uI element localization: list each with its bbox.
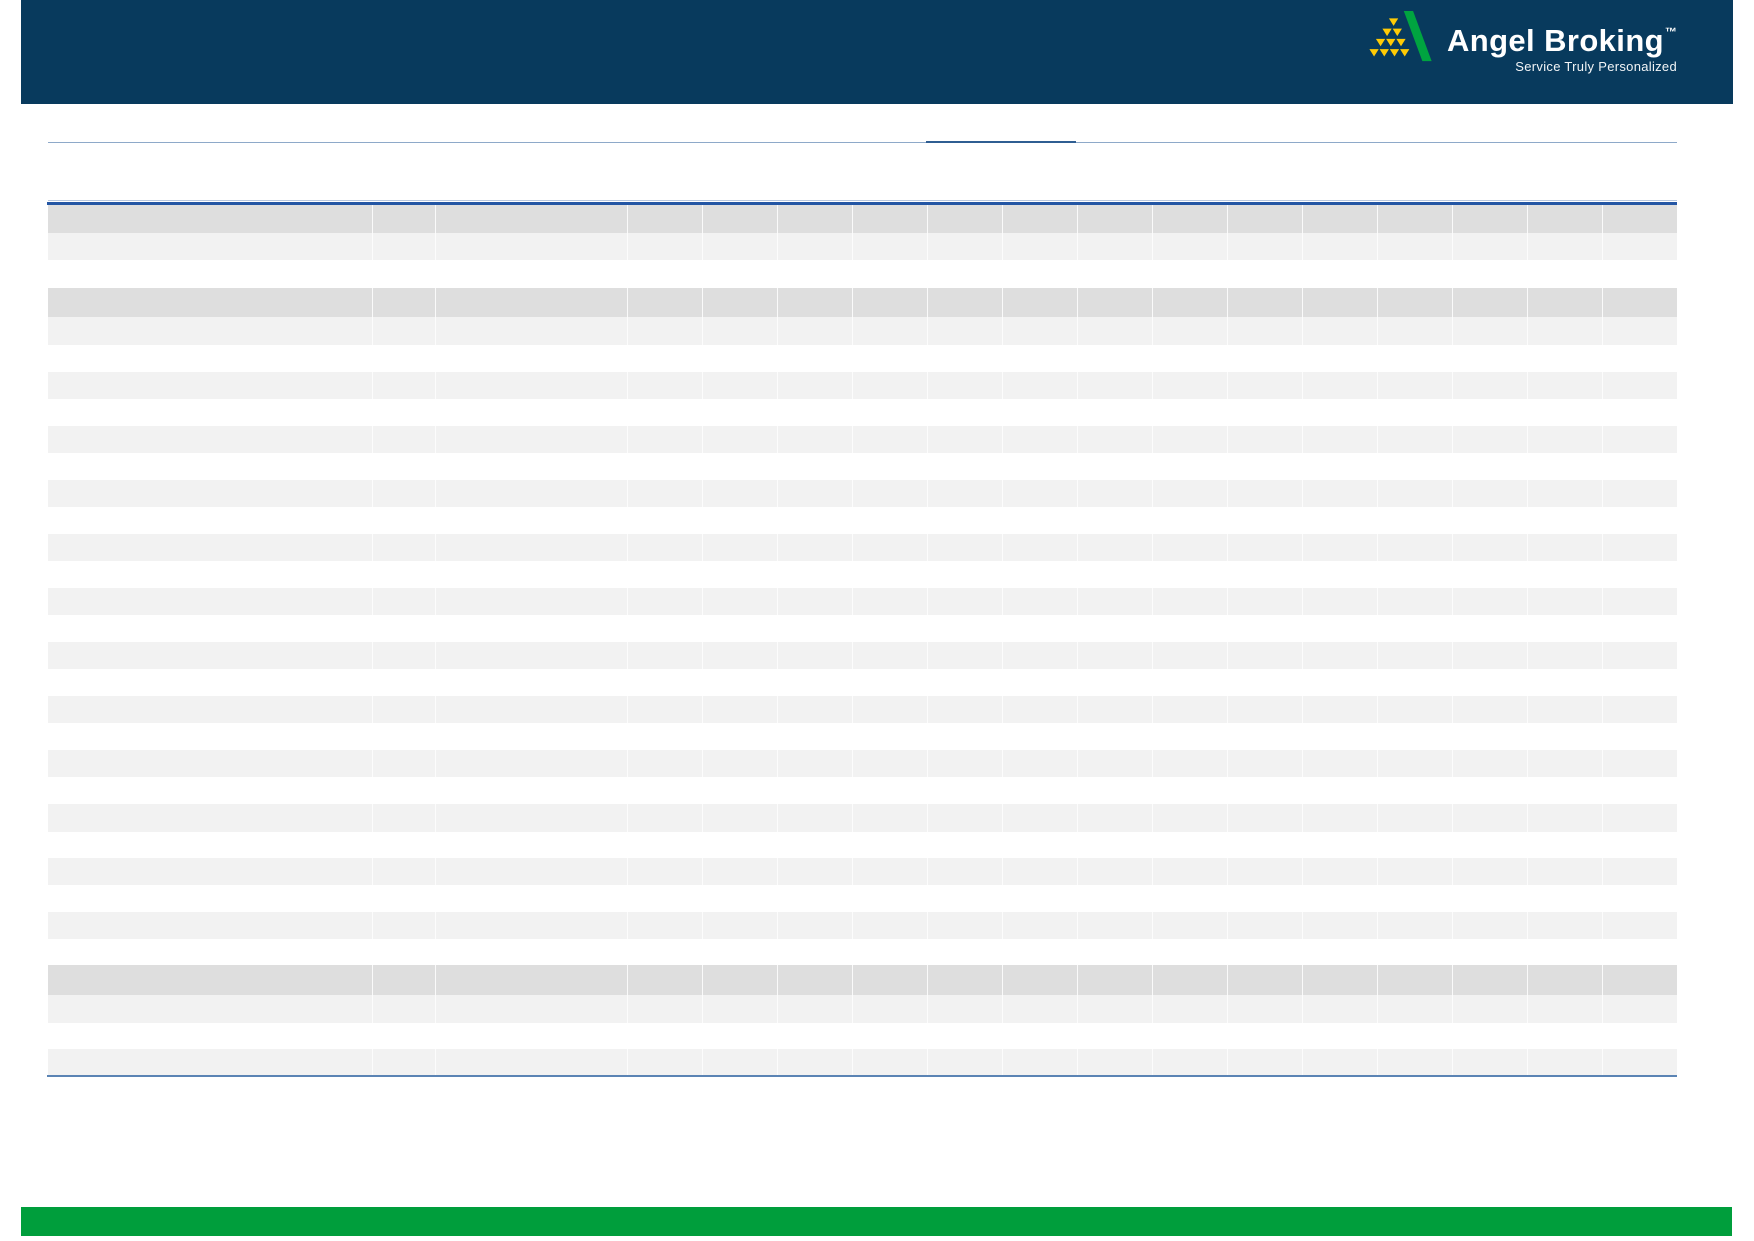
table-row (48, 1049, 1677, 1075)
footer-accent-bar (21, 1207, 1732, 1236)
logo-text: Angel Broking™ Service Truly Personalize… (1447, 25, 1677, 74)
table-bottom-border (47, 1075, 1677, 1077)
table-header-row (48, 205, 1677, 233)
table-row (48, 804, 1677, 832)
table-top-border (47, 202, 1677, 205)
table-row (48, 372, 1677, 399)
table-header-row (48, 965, 1677, 995)
trademark-symbol: ™ (1665, 25, 1677, 39)
table-row (48, 426, 1677, 453)
report-header-bar: Angel Broking™ Service Truly Personalize… (21, 0, 1733, 104)
angel-pyramid-icon (1369, 11, 1432, 62)
brand-name: Angel Broking (1446, 23, 1664, 58)
divider-dark-segment (926, 141, 1076, 143)
table-row (48, 317, 1677, 345)
table-row (48, 480, 1677, 507)
header-divider-line (48, 141, 1677, 143)
angel-broking-logo: Angel Broking™ Service Truly Personalize… (1367, 11, 1677, 74)
table-row (48, 912, 1677, 939)
table-row (48, 858, 1677, 885)
table-row (48, 995, 1677, 1023)
brand-name-line: Angel Broking™ (1447, 25, 1677, 56)
table-row (48, 750, 1677, 777)
table-row (48, 696, 1677, 723)
table-top-hairline (48, 200, 1677, 201)
brand-tagline: Service Truly Personalized (1515, 59, 1677, 74)
table-row (48, 233, 1677, 260)
table-row (48, 534, 1677, 561)
table-row (48, 588, 1677, 615)
table-header-row (48, 288, 1677, 317)
table-row (48, 642, 1677, 669)
